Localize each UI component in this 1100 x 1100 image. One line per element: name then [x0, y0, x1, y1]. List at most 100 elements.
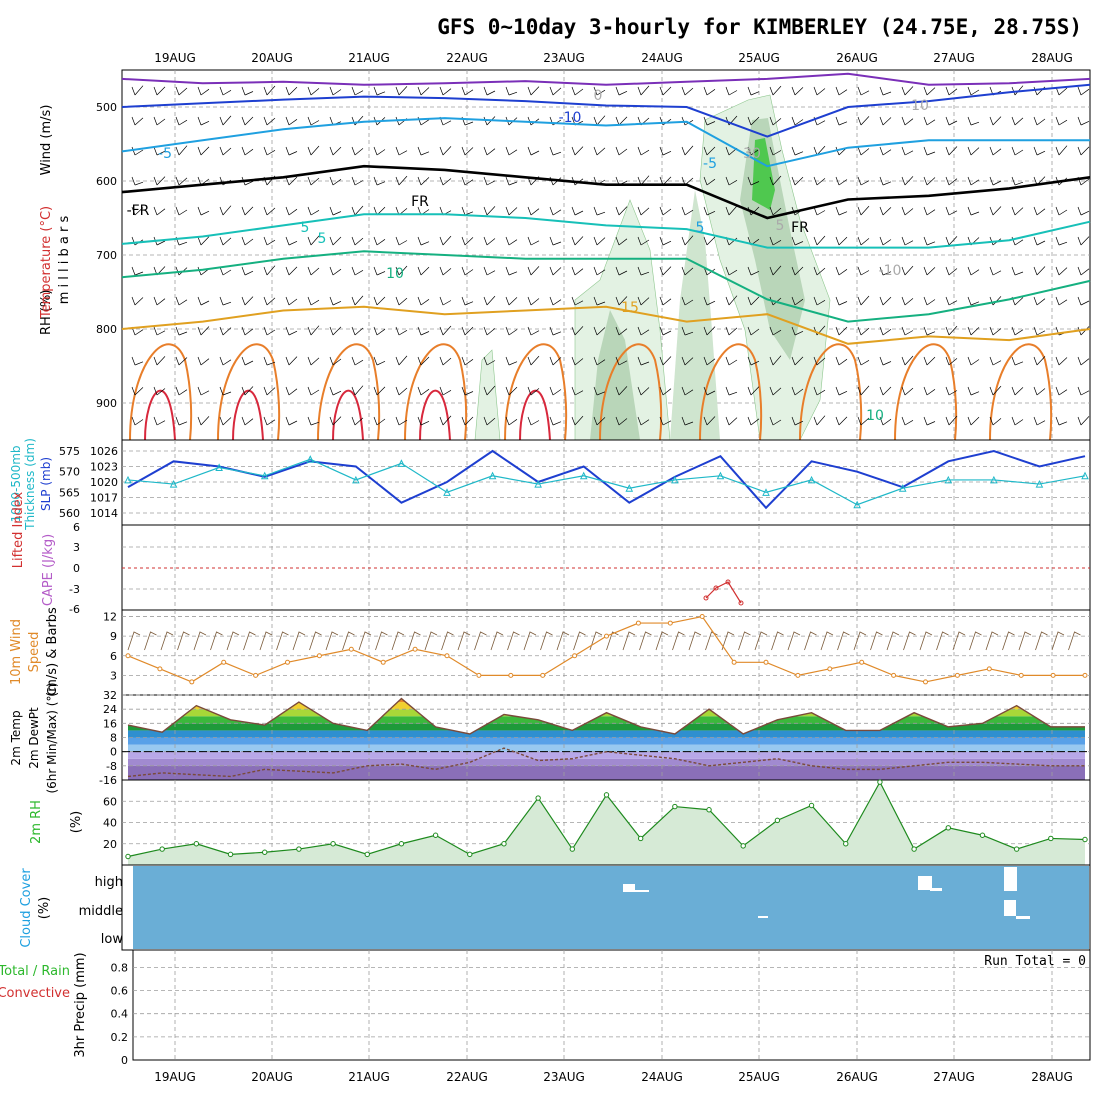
- rh-point: [1013, 846, 1020, 852]
- wind-barb: [835, 206, 848, 216]
- wind-barb: [505, 236, 518, 246]
- wind-barb: [747, 266, 760, 276]
- isotherm-hot: [144, 389, 176, 441]
- wind-barb: [373, 266, 386, 276]
- wind-barb: [505, 206, 518, 216]
- wind-barb: [441, 631, 454, 651]
- wind-barb: [153, 386, 166, 396]
- cloud-block: [758, 916, 768, 918]
- wind-barb: [307, 176, 320, 186]
- temp-band: [128, 765, 1085, 780]
- wind-barb: [835, 86, 848, 96]
- wind-barb: [285, 86, 298, 96]
- isotherm--5: [121, 117, 1090, 168]
- lifted-index-line: [705, 581, 742, 604]
- wind-barb: [329, 146, 342, 156]
- wind-barb: [688, 631, 702, 651]
- y-tick-label: -3: [69, 583, 80, 596]
- wind-barb: [901, 176, 914, 186]
- cape-axis-label: CAPE (J/kg): [41, 534, 56, 606]
- temp-axis-label-2: 2m DewPt: [27, 707, 41, 769]
- lifted-index-point: [738, 600, 744, 606]
- wind-barb: [153, 146, 166, 156]
- wind-speed-point: [508, 672, 514, 678]
- wind-barb: [637, 146, 650, 156]
- wind-speed-point: [316, 653, 322, 659]
- isotherm-15: [121, 305, 1091, 345]
- wind-speed-point: [189, 679, 195, 685]
- isotherm-hot: [519, 389, 551, 441]
- wind-barb: [989, 146, 1002, 156]
- wind-barb: [490, 631, 504, 651]
- y-tick-label: 0.2: [111, 1031, 129, 1044]
- wind-barb: [285, 146, 298, 156]
- wind-barb: [857, 116, 870, 126]
- wind-barb: [276, 631, 289, 651]
- wind-speed-point: [476, 672, 482, 678]
- lifted-index-point: [703, 595, 709, 601]
- wind-barb: [351, 205, 364, 216]
- wind-barb: [177, 631, 190, 651]
- wind-barb: [791, 416, 804, 426]
- wind-barb: [571, 415, 584, 426]
- wind-barb: [219, 146, 232, 156]
- cloud-block: [1004, 867, 1017, 891]
- y-tick-label: 0.6: [111, 985, 129, 998]
- y-tick-label: 565: [59, 486, 80, 499]
- wind-barb: [945, 296, 958, 306]
- wind-speed-point: [253, 672, 259, 678]
- wind-barb: [593, 386, 606, 396]
- wind-barb: [837, 631, 850, 651]
- wind-barb: [461, 296, 474, 306]
- wind-barb: [835, 416, 848, 426]
- wind-barb: [571, 326, 584, 336]
- wind-barb: [395, 86, 408, 96]
- contour-label: FR: [791, 220, 809, 236]
- wind-barb: [681, 356, 694, 366]
- wind-barb: [395, 355, 408, 366]
- rh-point: [125, 853, 131, 860]
- wind-barb: [329, 416, 342, 426]
- cloud-block: [623, 884, 635, 892]
- y-tick-label: 3: [73, 541, 80, 554]
- wind-barb: [285, 266, 298, 276]
- rh-point: [740, 843, 746, 849]
- wind-barb: [853, 631, 867, 651]
- wind-barb: [571, 86, 584, 96]
- y-tick-label: 500: [96, 101, 117, 114]
- thickness-point: [488, 471, 497, 480]
- wind-barb: [527, 206, 540, 216]
- thickness-point: [215, 463, 223, 472]
- wind-barb: [659, 296, 672, 306]
- wind-barb: [241, 326, 254, 336]
- wind-barb: [395, 296, 408, 306]
- wind-barb: [967, 266, 980, 276]
- wind-barb: [879, 146, 892, 156]
- temp-band: [128, 758, 1085, 766]
- wind-barb: [1033, 356, 1046, 366]
- wind-barb: [747, 86, 760, 96]
- wind-barb: [527, 355, 540, 366]
- wind-barb: [175, 86, 188, 96]
- wind-barb: [461, 326, 474, 336]
- wind-barb: [241, 146, 254, 156]
- wind-barb: [505, 86, 518, 96]
- wind-barb: [835, 176, 848, 186]
- wind-barb: [681, 266, 694, 276]
- wind-barb: [791, 116, 804, 126]
- wind-barb: [307, 145, 320, 156]
- wind-barb: [131, 266, 144, 276]
- wind-barb: [505, 416, 518, 426]
- wind-barb: [725, 386, 738, 396]
- wind-speed-point: [923, 679, 928, 685]
- wind-barb: [153, 296, 166, 306]
- wind-barb: [791, 146, 804, 156]
- wind-barb: [549, 86, 562, 96]
- wind-barb: [857, 295, 870, 306]
- wind-barb: [857, 356, 870, 366]
- temp-band: [128, 730, 1085, 738]
- wind-barb: [307, 116, 320, 126]
- wind-barb: [769, 206, 782, 216]
- wind-barb: [153, 326, 166, 336]
- wind-barb: [329, 206, 342, 216]
